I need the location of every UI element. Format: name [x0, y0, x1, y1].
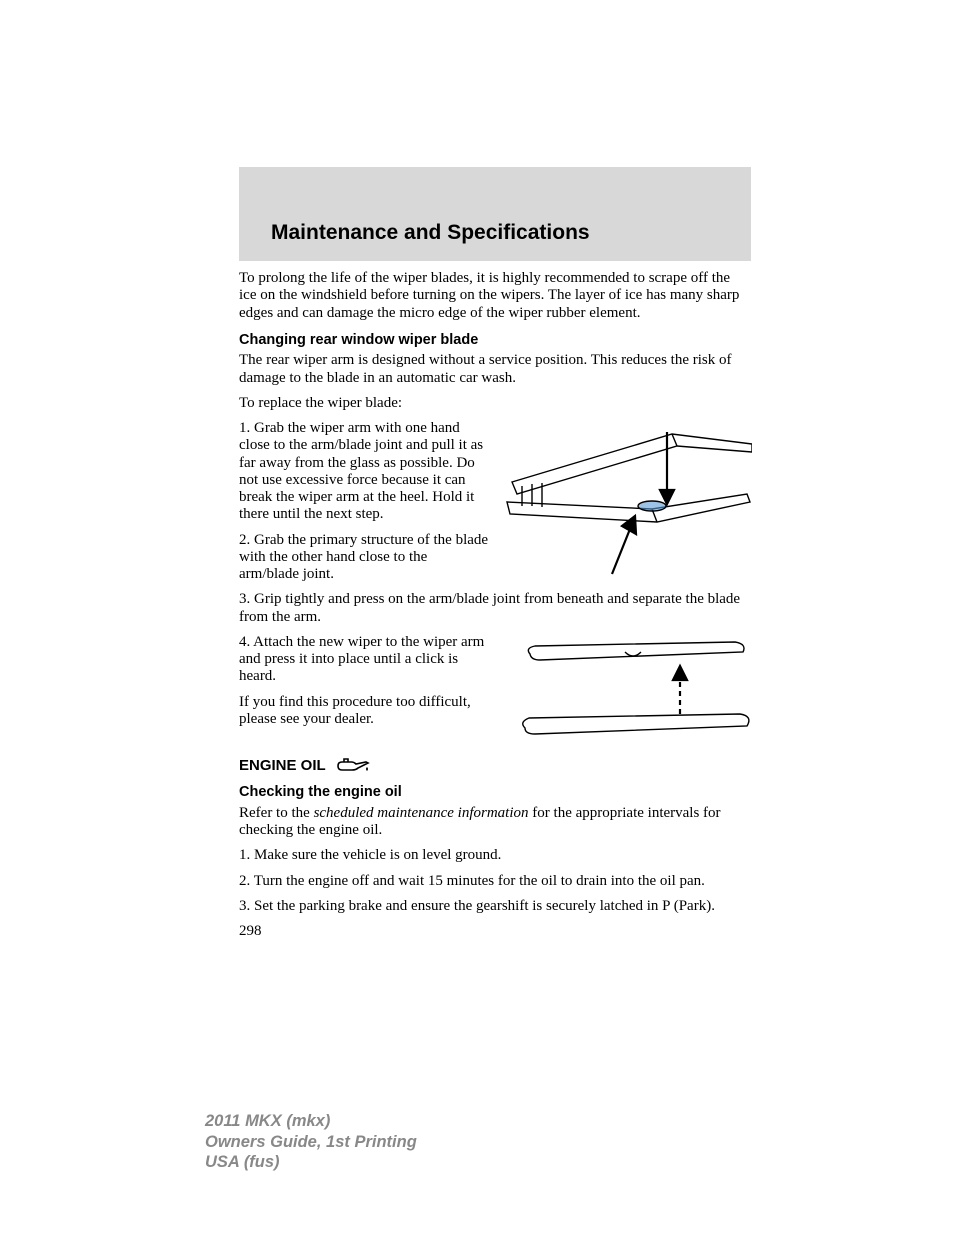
section-heading-engine-oil: ENGINE OIL: [239, 756, 751, 774]
page-number: 298: [239, 923, 751, 940]
step-4: 4. Attach the new wiper to the wiper arm…: [239, 634, 489, 686]
oil-step-2: 2. Turn the engine off and wait 15 minut…: [239, 873, 751, 890]
engine-oil-label: ENGINE OIL: [239, 757, 326, 774]
intro-paragraph: To prolong the life of the wiper blades,…: [239, 270, 751, 322]
text: 2011 MKX: [205, 1112, 286, 1130]
text-italic: scheduled maintenance information: [314, 805, 529, 821]
page-content: To prolong the life of the wiper blades,…: [239, 270, 751, 940]
text: (fus): [244, 1153, 280, 1171]
paragraph: To replace the wiper blade:: [239, 395, 751, 412]
text: USA: [205, 1153, 244, 1171]
paragraph: The rear wiper arm is designed without a…: [239, 352, 751, 387]
step-1: 1. Grab the wiper arm with one hand clos…: [239, 420, 489, 524]
subheading-check-oil: Checking the engine oil: [239, 784, 751, 801]
oil-step-1: 1. Make sure the vehicle is on level gro…: [239, 847, 751, 864]
section-header: Maintenance and Specifications: [239, 167, 751, 261]
oil-can-icon: [334, 756, 370, 774]
wiper-diagram-1: [502, 424, 752, 584]
oil-step-3: 3. Set the parking brake and ensure the …: [239, 898, 751, 915]
step-3: 3. Grip tightly and press on the arm/bla…: [239, 591, 751, 626]
footer-line-3: USA (fus): [205, 1152, 417, 1173]
footer-line-2: Owners Guide, 1st Printing: [205, 1132, 417, 1153]
section-title: Maintenance and Specifications: [271, 221, 590, 245]
footer: 2011 MKX (mkx) Owners Guide, 1st Printin…: [205, 1111, 417, 1173]
paragraph: Refer to the scheduled maintenance infor…: [239, 805, 751, 840]
text: Refer to the: [239, 805, 314, 821]
step-2: 2. Grab the primary structure of the bla…: [239, 532, 489, 584]
paragraph: If you find this procedure too difficult…: [239, 694, 489, 729]
wiper-diagram-2: [505, 636, 755, 746]
text: (mkx): [286, 1112, 330, 1130]
subheading-wiper: Changing rear window wiper blade: [239, 332, 751, 349]
footer-line-1: 2011 MKX (mkx): [205, 1111, 417, 1132]
